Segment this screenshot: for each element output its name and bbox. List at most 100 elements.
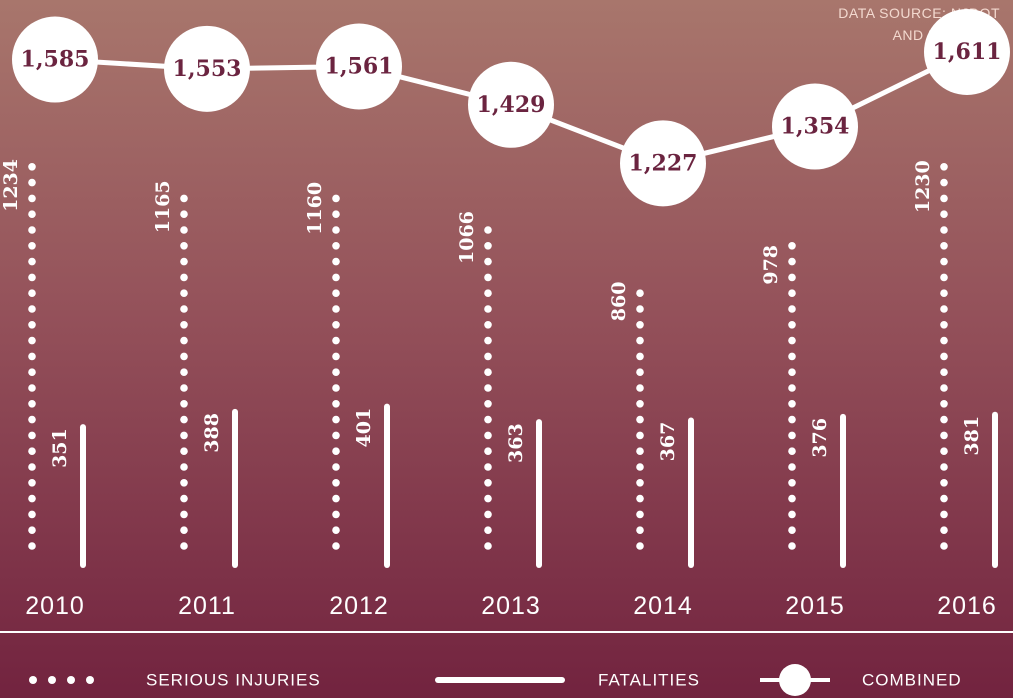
dot xyxy=(484,226,492,234)
dot xyxy=(788,384,796,392)
legend-label: SERIOUS INJURIES xyxy=(146,670,321,689)
injury-label: 1160 xyxy=(304,182,326,235)
dot xyxy=(636,400,644,408)
dot xyxy=(636,495,644,503)
dot xyxy=(940,447,948,455)
dot xyxy=(332,289,340,297)
dot xyxy=(788,289,796,297)
dot xyxy=(484,242,492,250)
dot xyxy=(788,353,796,361)
dot xyxy=(180,542,188,550)
dot xyxy=(636,463,644,471)
combined-label: 1,429 xyxy=(477,92,546,118)
injury-label: 1230 xyxy=(912,160,934,213)
dot xyxy=(484,321,492,329)
dot xyxy=(788,337,796,345)
dot xyxy=(636,479,644,487)
dot xyxy=(484,400,492,408)
page: {"chart_data": {"type": "combo", "source… xyxy=(0,0,1013,698)
dot xyxy=(180,195,188,203)
legend-dot xyxy=(48,676,56,684)
dot xyxy=(940,226,948,234)
dot xyxy=(28,368,36,376)
injury-label: 1066 xyxy=(456,211,478,264)
dot xyxy=(636,337,644,345)
dot xyxy=(788,321,796,329)
dot xyxy=(180,274,188,282)
dot xyxy=(940,274,948,282)
dot xyxy=(940,289,948,297)
dot xyxy=(332,337,340,345)
dot xyxy=(484,432,492,440)
legend-dot xyxy=(67,676,75,684)
dot xyxy=(180,258,188,266)
dot xyxy=(636,305,644,313)
dot xyxy=(28,447,36,455)
dot xyxy=(28,179,36,187)
injury-label: 860 xyxy=(608,282,630,322)
dot xyxy=(636,542,644,550)
chart: DATA SOURCE: NJDOT AND PENNDOT SERIOUS I… xyxy=(0,0,1013,698)
dot xyxy=(28,163,36,171)
dot xyxy=(332,479,340,487)
injury-dots xyxy=(484,226,492,550)
dot xyxy=(180,447,188,455)
dot xyxy=(180,210,188,218)
dot xyxy=(788,305,796,313)
dot xyxy=(332,400,340,408)
fatality-label: 376 xyxy=(809,418,831,458)
injury-dots xyxy=(180,195,188,550)
dot xyxy=(332,511,340,519)
dot xyxy=(28,226,36,234)
dot xyxy=(484,495,492,503)
dot xyxy=(636,447,644,455)
dot xyxy=(28,289,36,297)
dot xyxy=(180,242,188,250)
combined-label: 1,585 xyxy=(21,47,90,73)
dot xyxy=(332,195,340,203)
dot xyxy=(940,179,948,187)
injury-label: 978 xyxy=(760,245,782,285)
dot xyxy=(788,511,796,519)
body: DATA SOURCE: NJDOT AND PENNDOT SERIOUS I… xyxy=(0,0,1013,698)
dot xyxy=(940,337,948,345)
dot xyxy=(788,258,796,266)
dot xyxy=(636,416,644,424)
legend-circle xyxy=(779,664,811,696)
dot xyxy=(332,210,340,218)
dot xyxy=(940,210,948,218)
fatality-bar xyxy=(232,409,238,568)
dot xyxy=(484,384,492,392)
dot xyxy=(940,416,948,424)
dot xyxy=(28,321,36,329)
dot xyxy=(332,447,340,455)
dot xyxy=(28,526,36,534)
dot xyxy=(788,432,796,440)
dot xyxy=(940,321,948,329)
dot xyxy=(28,416,36,424)
dot xyxy=(28,337,36,345)
dot xyxy=(484,542,492,550)
dot xyxy=(636,526,644,534)
dot xyxy=(332,274,340,282)
injury-dots xyxy=(332,195,340,550)
dot xyxy=(636,432,644,440)
dot xyxy=(940,495,948,503)
dot xyxy=(28,495,36,503)
dot xyxy=(332,463,340,471)
dot xyxy=(332,526,340,534)
year-label: 2011 xyxy=(178,592,236,620)
dot xyxy=(940,353,948,361)
dot xyxy=(28,511,36,519)
combined-label: 1,561 xyxy=(325,54,394,80)
fatality-bar xyxy=(992,412,998,568)
year-label: 2014 xyxy=(633,592,693,620)
dot xyxy=(940,542,948,550)
dot xyxy=(28,400,36,408)
dot xyxy=(484,526,492,534)
dot xyxy=(28,274,36,282)
dot xyxy=(180,432,188,440)
dot xyxy=(180,337,188,345)
dot xyxy=(180,400,188,408)
dot xyxy=(940,305,948,313)
